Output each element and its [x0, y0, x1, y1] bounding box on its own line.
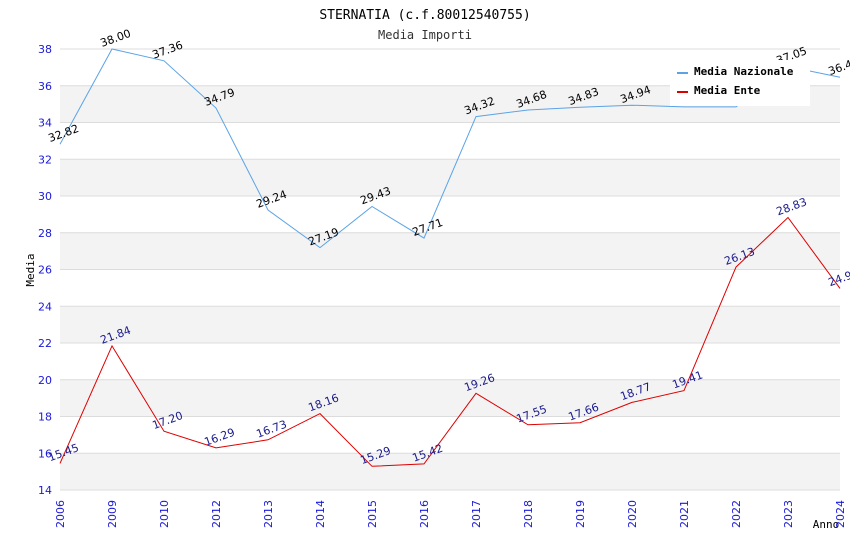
- x-tick-label: 2014: [314, 500, 327, 528]
- background-band: [60, 453, 840, 490]
- y-tick-label: 18: [38, 411, 52, 424]
- legend-label-media-nazionale: Media Nazionale: [694, 65, 794, 78]
- x-tick-label: 2006: [54, 500, 67, 528]
- y-tick-label: 36: [38, 80, 52, 93]
- y-tick-label: 32: [38, 153, 52, 166]
- x-tick-label: 2010: [158, 500, 171, 528]
- x-tick-label: 2023: [782, 500, 795, 528]
- y-tick-label: 22: [38, 337, 52, 350]
- x-tick-label: 2024: [834, 500, 847, 528]
- background-band: [60, 306, 840, 343]
- background-band: [60, 379, 840, 417]
- x-tick-label: 2012: [210, 500, 223, 528]
- x-tick-label: 2013: [262, 500, 275, 528]
- series-line-media-ente: [59, 216, 841, 467]
- y-tick-label: 34: [38, 117, 52, 130]
- chart-title: STERNATIA (c.f.80012540755): [319, 8, 530, 23]
- background-band: [60, 343, 840, 380]
- y-tick-label: 14: [38, 484, 52, 497]
- legend-label-media-ente: Media Ente: [694, 84, 761, 97]
- series-line-media-nazionale: [59, 48, 841, 249]
- x-tick-label: 2017: [470, 500, 483, 528]
- y-axis-label: Media: [24, 253, 37, 286]
- y-tick-label: 30: [38, 190, 52, 203]
- y-tick-label: 38: [38, 43, 52, 56]
- x-tick-label: 2019: [574, 500, 587, 528]
- background-band: [60, 196, 840, 233]
- plot-background-bands: [60, 48, 840, 491]
- x-tick-label: 2009: [106, 500, 119, 528]
- legend: Media Nazionale Media Ente: [670, 60, 810, 106]
- background-band: [60, 416, 840, 454]
- x-tick-label: 2016: [418, 500, 431, 528]
- y-axis-ticks: 14 16 18 20 22 24 26 28 30 32 34 36 38: [38, 43, 52, 497]
- data-label: 38.00: [99, 27, 133, 50]
- background-band: [60, 122, 840, 160]
- y-tick-label: 24: [38, 300, 52, 313]
- background-band: [60, 269, 840, 307]
- series-lines: [59, 48, 841, 467]
- y-tick-label: 16: [38, 447, 52, 460]
- x-tick-label: 2021: [678, 500, 691, 528]
- y-tick-label: 26: [38, 264, 52, 277]
- x-tick-label: 2015: [366, 500, 379, 528]
- y-tick-label: 28: [38, 227, 52, 240]
- x-axis-label: Anno: [813, 518, 840, 531]
- x-tick-label: 2020: [626, 500, 639, 528]
- legend-box: [670, 60, 810, 106]
- x-tick-label: 2018: [522, 500, 535, 528]
- background-band: [60, 232, 840, 270]
- x-tick-label: 2022: [730, 500, 743, 528]
- x-axis-ticks: 2006 2009 2010 2012 2013 2014 2015 2016 2017 2018…: [54, 500, 847, 528]
- chart-subtitle: Media Importi: [378, 28, 472, 42]
- y-tick-label: 20: [38, 374, 52, 387]
